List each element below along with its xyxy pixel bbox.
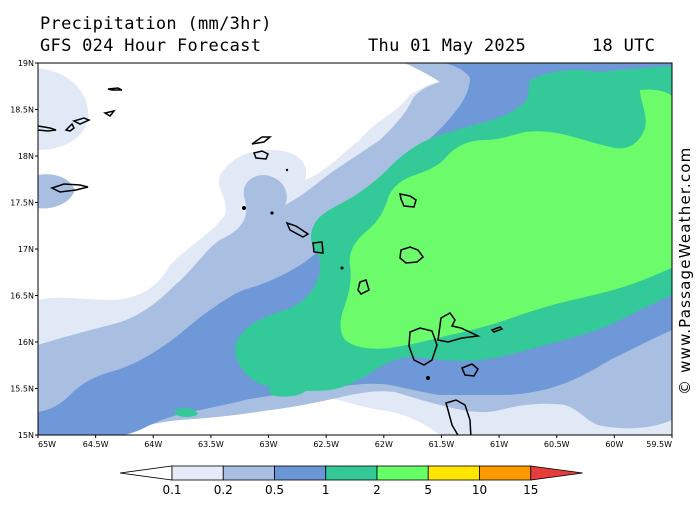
watermark-text: © www.PassageWeather.com <box>676 146 694 395</box>
legend-level-label: 5 <box>424 483 432 497</box>
virgin-islands-st-thomas <box>71 117 91 125</box>
martinique-island <box>461 363 479 377</box>
statia-islet <box>270 211 274 215</box>
lat-tick-label: 18N <box>18 152 34 161</box>
lat-tick-label: 15N <box>18 431 34 440</box>
forecast-date: Thu 01 May 2025 <box>368 36 527 56</box>
barbuda-island <box>399 193 417 208</box>
latitude-axis: 19N 18.5N 18N 17.5N 17N 16.5N 16N 15.5N 15N <box>10 59 38 440</box>
legend-level-label: 0.5 <box>265 483 284 497</box>
map-title: Precipitation (mm/3hr) <box>40 14 272 34</box>
lon-tick-label: 63W <box>259 440 277 449</box>
st-lucia-island <box>445 399 472 435</box>
legend-swatch <box>479 465 532 481</box>
dominica-island <box>408 327 438 366</box>
lon-tick-label: 65W <box>38 440 56 449</box>
lon-tick-label: 61W <box>490 440 508 449</box>
lon-tick-label: 60.5W <box>544 440 570 449</box>
small-islets <box>242 168 430 380</box>
virgin-islands-tortola <box>103 109 116 117</box>
guadeloupe-grande-terre <box>437 312 481 343</box>
legend-level-label: 10 <box>472 483 487 497</box>
legend-swatch <box>376 465 429 481</box>
legend-swatch <box>274 465 327 481</box>
legend-swatch <box>171 465 224 481</box>
st-croix-island <box>50 183 89 193</box>
lon-tick-label: 62W <box>375 440 393 449</box>
st-martin-island <box>252 150 269 160</box>
antigua-island <box>312 241 324 254</box>
desirade-island <box>490 326 504 333</box>
legend-swatch-below <box>119 465 173 481</box>
forecast-time: 18 UTC <box>592 36 656 56</box>
coastlines <box>38 87 504 435</box>
legend-level-label: 0.2 <box>214 483 233 497</box>
saba-islet <box>242 206 246 210</box>
lon-tick-label: 64.5W <box>83 440 109 449</box>
lat-tick-label: 18.5N <box>10 106 34 115</box>
lon-tick-label: 61.5W <box>429 440 455 449</box>
lat-tick-label: 17N <box>18 245 34 254</box>
redonda-islet <box>340 266 344 270</box>
precip-field <box>38 63 672 435</box>
legend-swatch <box>427 465 480 481</box>
lon-tick-label: 59.5W <box>646 440 672 449</box>
legend-level-label: 15 <box>523 483 538 497</box>
lat-tick-label: 17.5N <box>10 199 34 208</box>
lon-tick-label: 63.5W <box>198 440 224 449</box>
forecast-subtitle: GFS 024 Hour Forecast <box>40 36 262 56</box>
sombrero-islet <box>285 168 289 172</box>
legend-swatch-above <box>530 465 583 481</box>
anegada-island <box>107 87 123 91</box>
legend-level-label: 1 <box>322 483 330 497</box>
st-kitts-island <box>285 221 310 238</box>
montserrat-island <box>357 279 370 295</box>
lat-tick-label: 16.5N <box>10 292 34 301</box>
culebra-island <box>64 122 75 132</box>
longitude-axis: 65W 64.5W 64W 63.5W 63W 62.5W 62W 61.5W 61W 60.5W… <box>37 435 673 449</box>
marie-galante-islet <box>426 376 430 380</box>
legend-level-label: 0.1 <box>162 483 181 497</box>
anguilla-island <box>251 136 273 145</box>
legend-swatch <box>325 465 378 481</box>
precip-legend: 0.1 0.2 0.5 1 2 5 10 15 <box>119 465 583 497</box>
legend-level-label: 2 <box>373 483 381 497</box>
lat-tick-label: 19N <box>18 59 34 68</box>
lon-tick-label: 62.5W <box>313 440 339 449</box>
legend-swatch <box>222 465 275 481</box>
lat-tick-label: 15.5N <box>10 385 34 394</box>
guadeloupe-island <box>399 246 425 264</box>
puerto-rico-east-coast <box>38 125 57 132</box>
lat-tick-label: 16N <box>18 338 34 347</box>
precip-band-2 <box>340 89 672 349</box>
lon-tick-label: 64W <box>144 440 162 449</box>
lon-tick-label: 60W <box>605 440 623 449</box>
